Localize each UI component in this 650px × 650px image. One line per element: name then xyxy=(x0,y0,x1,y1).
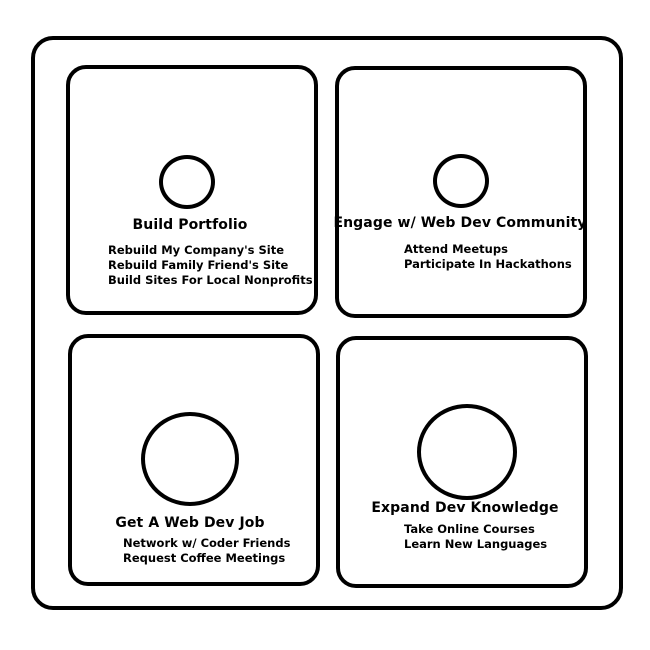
quadrant-item-list: Rebuild My Company's Site Rebuild Family… xyxy=(108,243,313,288)
quadrant-title: Expand Dev Knowledge xyxy=(371,500,559,516)
list-item: Take Online Courses xyxy=(404,522,535,536)
quadrant-build-portfolio xyxy=(66,65,318,315)
quadrant-engage-community xyxy=(335,66,587,318)
list-item: Network w/ Coder Friends xyxy=(123,536,291,550)
quadrant-get-job xyxy=(68,334,320,586)
quadrant-title: Engage w/ Web Dev Community xyxy=(333,215,587,231)
list-item: Attend Meetups xyxy=(404,242,508,256)
list-item: Rebuild My Company's Site xyxy=(108,243,285,257)
quadrant-title: Build Portfolio xyxy=(132,217,248,233)
circle-icon xyxy=(141,412,239,506)
list-item: Rebuild Family Friend's Site xyxy=(108,258,289,272)
circle-icon xyxy=(159,155,215,209)
quadrant-item-list: Network w/ Coder Friends Request Coffee … xyxy=(123,536,290,566)
list-item: Learn New Languages xyxy=(404,537,548,551)
quadrant-title: Get A Web Dev Job xyxy=(115,515,265,531)
quadrant-expand-knowledge xyxy=(336,336,588,588)
quadrant-item-list: Attend Meetups Participate In Hackathons xyxy=(404,242,572,272)
circle-icon xyxy=(417,404,517,500)
list-item: Build Sites For Local Nonprofits xyxy=(108,273,313,287)
quadrant-item-list: Take Online Courses Learn New Languages xyxy=(404,522,547,552)
list-item: Participate In Hackathons xyxy=(404,257,572,271)
diagram-frame xyxy=(31,36,623,610)
list-item: Request Coffee Meetings xyxy=(123,551,286,565)
circle-icon xyxy=(433,154,489,208)
